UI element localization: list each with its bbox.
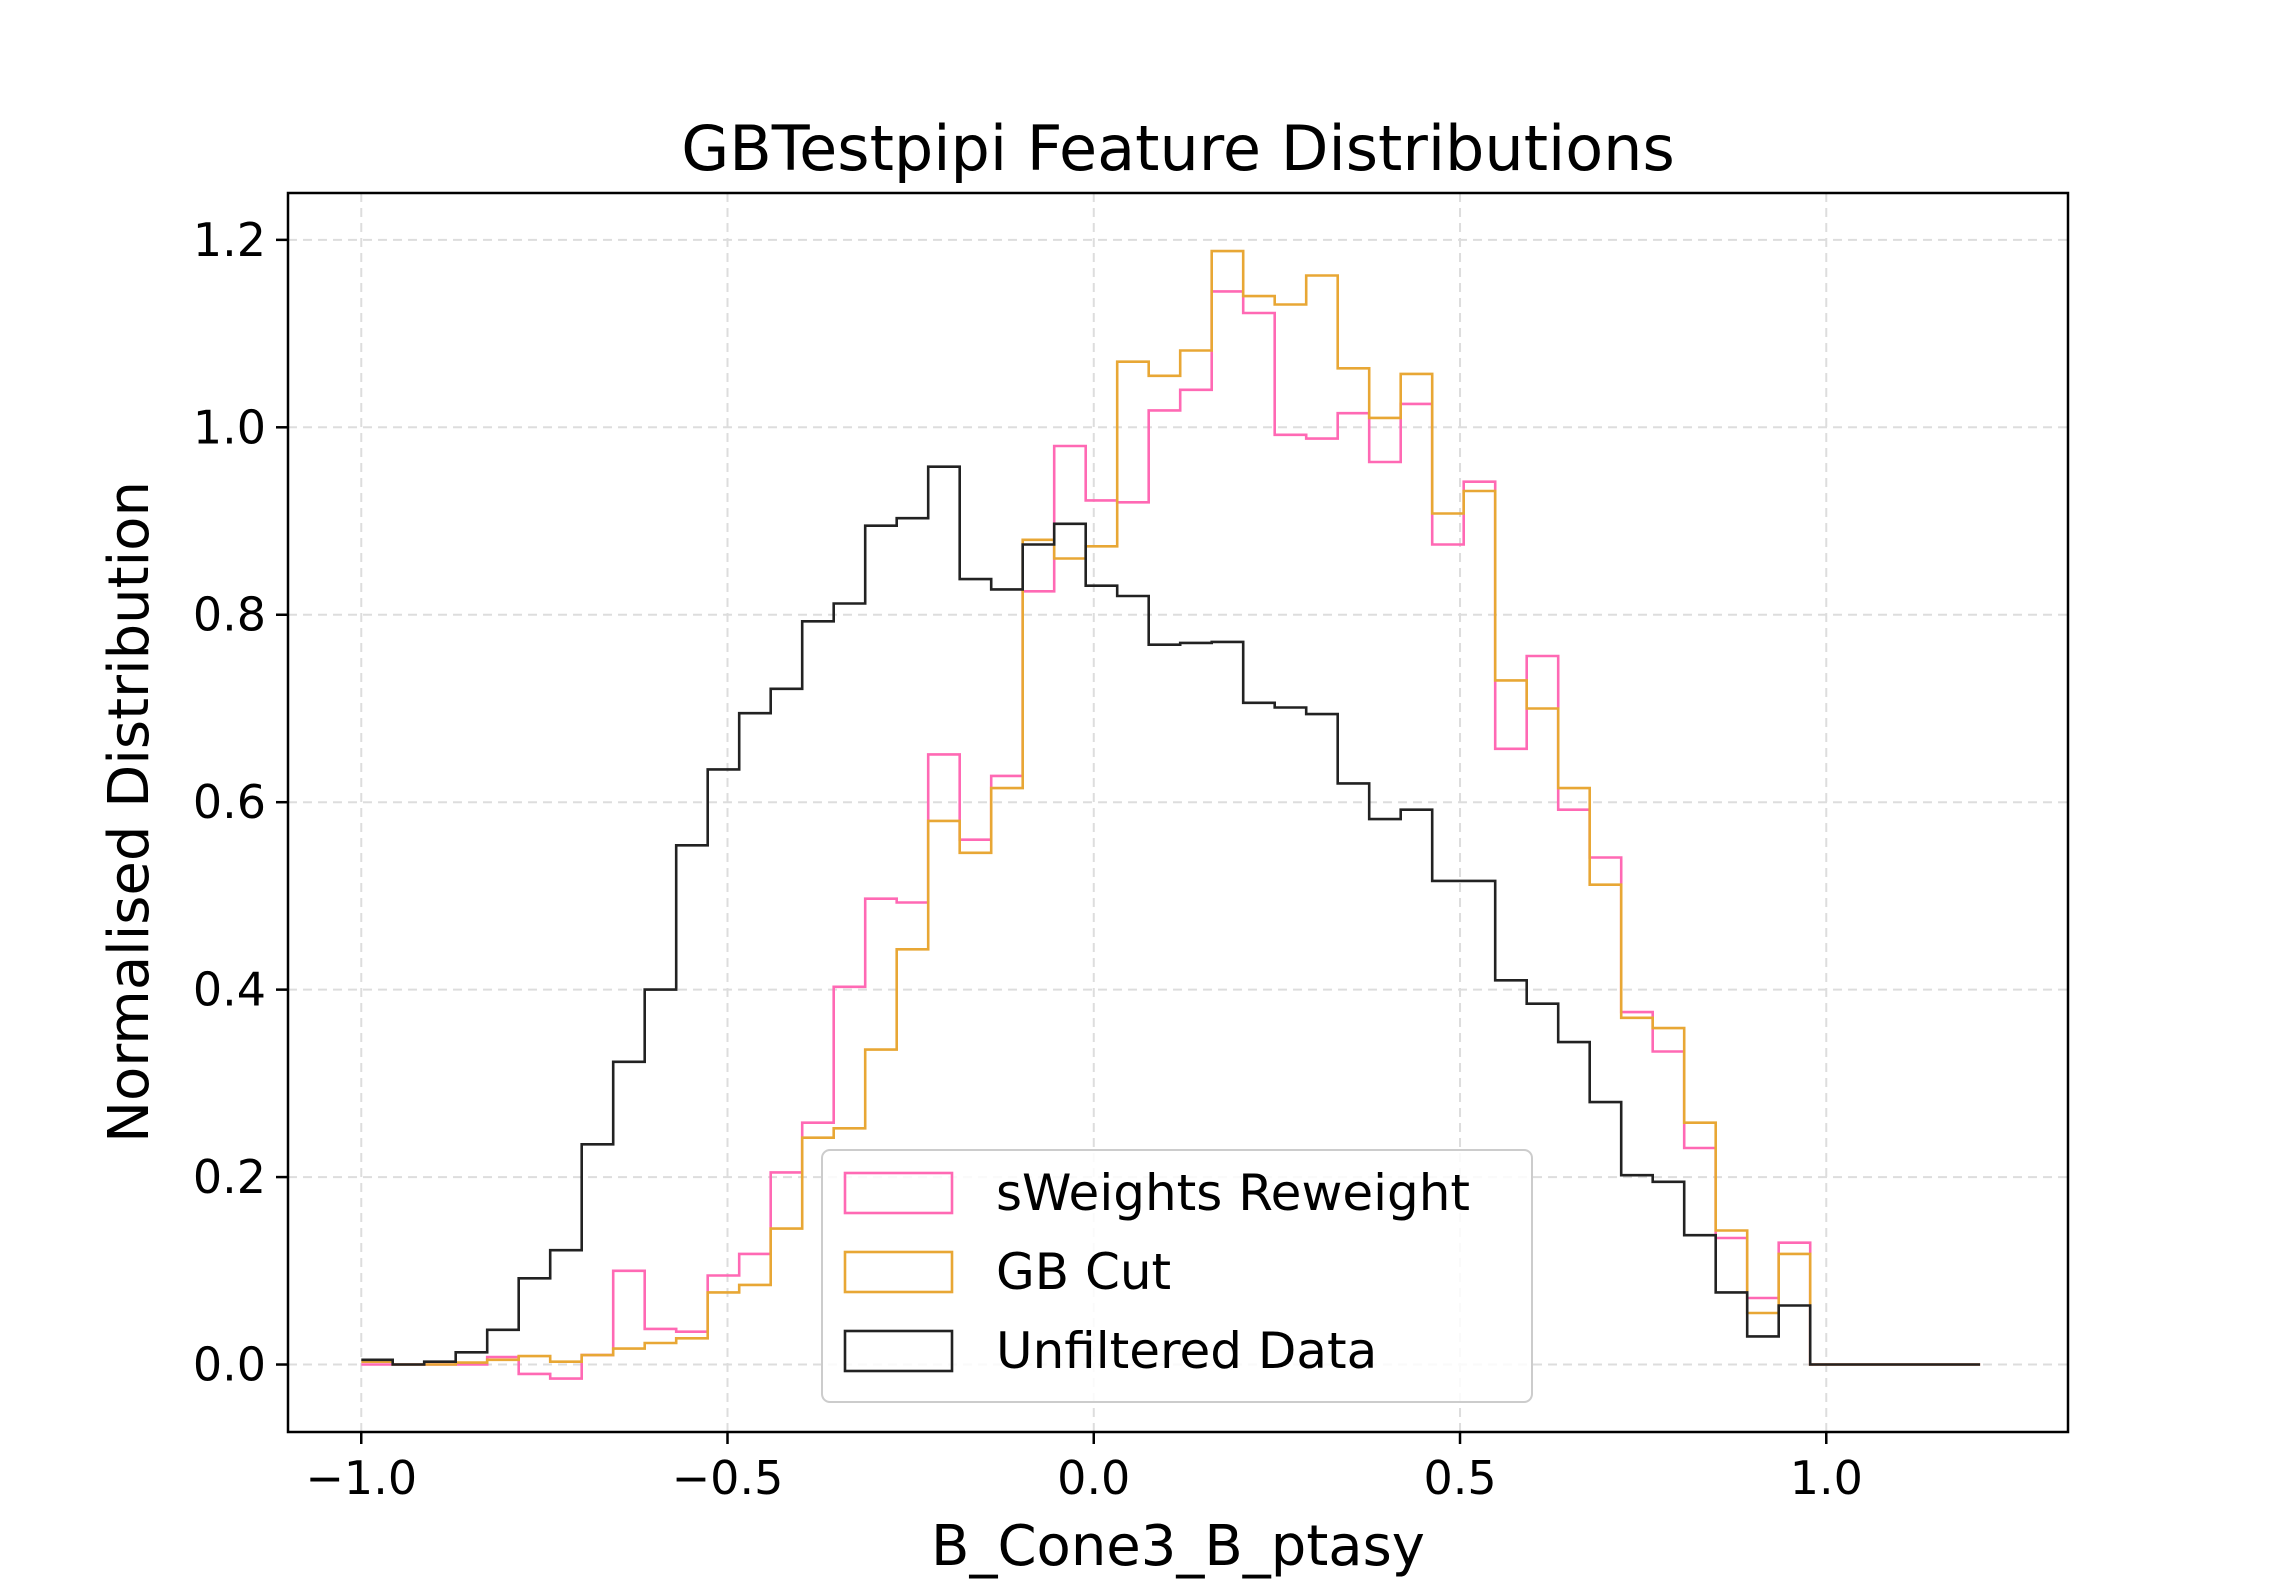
y-tick-label: 0.4 xyxy=(193,963,266,1017)
y-tick-label: 0.0 xyxy=(193,1338,266,1392)
legend-label-sweights-reweight: sWeights Reweight xyxy=(996,1164,1470,1222)
legend-label-unfiltered-data: Unfiltered Data xyxy=(996,1322,1377,1380)
x-tick-label: 1.0 xyxy=(1790,1451,1863,1505)
x-tick-label: 0.0 xyxy=(1057,1451,1130,1505)
y-tick-label: 0.2 xyxy=(193,1150,266,1204)
y-tick-label: 0.8 xyxy=(193,588,266,642)
plot-frame xyxy=(286,191,2070,1434)
series-unfiltered-data-step-line xyxy=(361,465,1981,1366)
x-tick-label: −0.5 xyxy=(672,1451,784,1505)
y-tick-label: 1.0 xyxy=(193,400,266,454)
series-gb-cut-step-line xyxy=(361,249,1981,1366)
legend-box xyxy=(821,1149,1533,1403)
legend-label-gb-cut: GB Cut xyxy=(996,1243,1171,1301)
legend: sWeights Reweight GB Cut Unfiltered Data xyxy=(821,1149,1533,1403)
y-axis: 0.0 0.2 0.4 0.6 0.8 1.0 1.2 xyxy=(193,213,288,1392)
legend-swatch-gb-cut xyxy=(843,1250,954,1294)
series-layer xyxy=(361,249,1981,1380)
x-tick-label: −1.0 xyxy=(305,1451,417,1505)
legend-swatch-sweights-reweight xyxy=(843,1171,954,1215)
x-tick-label: 0.5 xyxy=(1423,1451,1496,1505)
y-tick-label: 1.2 xyxy=(193,213,266,267)
y-tick-label: 0.6 xyxy=(193,775,266,829)
legend-swatch-unfiltered-data xyxy=(843,1329,954,1373)
x-axis: −1.0 −0.5 0.0 0.5 1.0 xyxy=(305,1432,1863,1505)
y-axis-label: Normalised Distribution xyxy=(97,481,162,1143)
chart-title: GBTestpipi Feature Distributions xyxy=(681,112,1675,185)
x-axis-label: B_Cone3_B_ptasy xyxy=(931,1514,1425,1579)
